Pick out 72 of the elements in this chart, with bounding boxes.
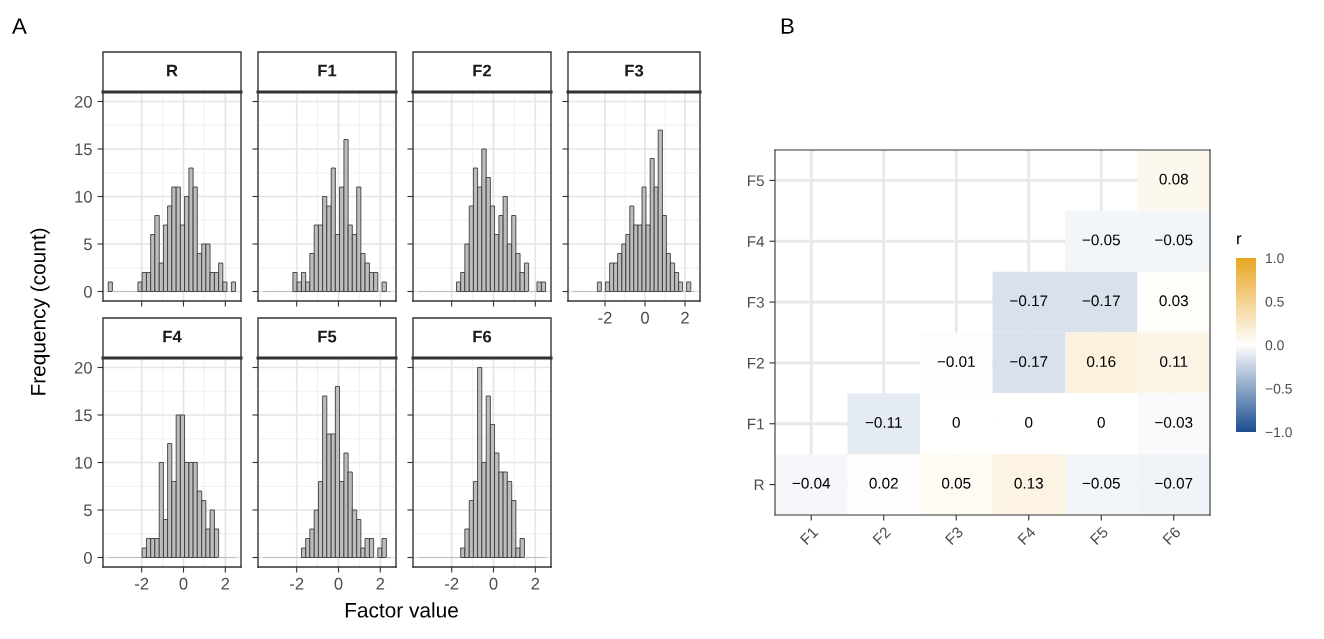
data-label: 0.03 xyxy=(1159,295,1188,307)
x-tick-label: F3 xyxy=(944,526,964,546)
x-tick-label: -2 xyxy=(135,577,149,590)
color-bar-label: −1.0 xyxy=(1265,427,1292,438)
y-tick-label: F5 xyxy=(748,175,764,187)
data-label: −0.17 xyxy=(1010,295,1048,307)
color-bar-label: 0.0 xyxy=(1265,340,1284,351)
chart-title: F3 xyxy=(625,64,644,77)
x-tick-label: 2 xyxy=(221,577,230,590)
data-label: 0 xyxy=(1025,417,1033,428)
y-tick-label: 15 xyxy=(75,409,92,422)
data-label: 0 xyxy=(1097,417,1105,428)
x-tick-label: 0 xyxy=(334,577,343,590)
x-tick-label: F6 xyxy=(1162,526,1182,546)
x-tick-label: 0 xyxy=(179,577,188,590)
x-tick-label: -2 xyxy=(445,577,459,590)
x-tick-label: 2 xyxy=(531,577,540,590)
color-bar-label: −0.5 xyxy=(1265,383,1292,394)
y-tick-label: 20 xyxy=(74,95,92,108)
data-label: −0.05 xyxy=(1082,234,1120,246)
chart-title: F4 xyxy=(163,330,182,343)
data-label: −0.17 xyxy=(1082,295,1120,307)
text: A xyxy=(12,18,27,34)
x-tick-label: 0 xyxy=(641,311,649,324)
color-bar-label: 0.5 xyxy=(1265,296,1284,307)
data-label: −0.01 xyxy=(937,356,975,368)
data-label: −0.17 xyxy=(1010,356,1048,368)
x-tick-label: F1 xyxy=(799,526,819,545)
x-tick-label: F2 xyxy=(872,526,892,545)
data-label: 0.02 xyxy=(869,477,898,489)
text: B xyxy=(781,18,794,34)
data-label: 0.05 xyxy=(941,477,971,489)
y-tick-label: F4 xyxy=(748,236,765,247)
x-tick-label: 2 xyxy=(681,311,689,324)
data-label: −0.03 xyxy=(1155,417,1193,428)
data-label: 0.11 xyxy=(1160,356,1188,368)
y-tick-label: 10 xyxy=(75,190,92,203)
chart-title: F2 xyxy=(473,64,492,77)
x-axis-title: Factor value xyxy=(345,602,458,618)
data-label: −0.04 xyxy=(792,477,831,489)
y-tick-label: 0 xyxy=(83,551,92,564)
y-tick-label: 5 xyxy=(83,504,92,517)
y-tick-label: 15 xyxy=(75,143,92,156)
data-label: −0.07 xyxy=(1155,477,1193,489)
x-tick-label: F4 xyxy=(1017,526,1037,545)
y-tick-label: 20 xyxy=(74,361,92,374)
y-tick-label: F1 xyxy=(748,418,764,430)
y-tick-label: F3 xyxy=(748,296,764,308)
data-label: −0.11 xyxy=(865,417,902,428)
data-label: 0 xyxy=(952,417,960,428)
y-tick-label: R xyxy=(754,479,764,491)
color-bar-label: 1.0 xyxy=(1266,253,1284,264)
x-tick-label: 2 xyxy=(376,577,385,590)
chart-title: F6 xyxy=(473,330,492,343)
data-label: 0.13 xyxy=(1014,477,1043,489)
y-tick-label: F2 xyxy=(748,357,764,369)
data-label: 0.16 xyxy=(1086,356,1116,368)
y-tick-label: 10 xyxy=(75,456,92,469)
chart-title: F1 xyxy=(318,64,337,77)
data-label: −0.05 xyxy=(1082,477,1120,489)
data-label: −0.05 xyxy=(1155,234,1193,246)
x-tick-label: 0 xyxy=(489,577,498,590)
chart-title: F5 xyxy=(318,330,337,343)
data-label: 0.08 xyxy=(1159,173,1188,185)
x-tick-label: F5 xyxy=(1089,526,1109,546)
y-tick-label: 5 xyxy=(83,238,92,251)
color-bar-title: r xyxy=(1237,235,1242,245)
x-tick-label: -2 xyxy=(290,577,304,590)
chart-title: R xyxy=(167,64,178,77)
y-axis-title: Frequency (count) xyxy=(30,228,50,395)
y-tick-label: 0 xyxy=(83,285,92,298)
x-tick-label: -2 xyxy=(598,311,612,324)
